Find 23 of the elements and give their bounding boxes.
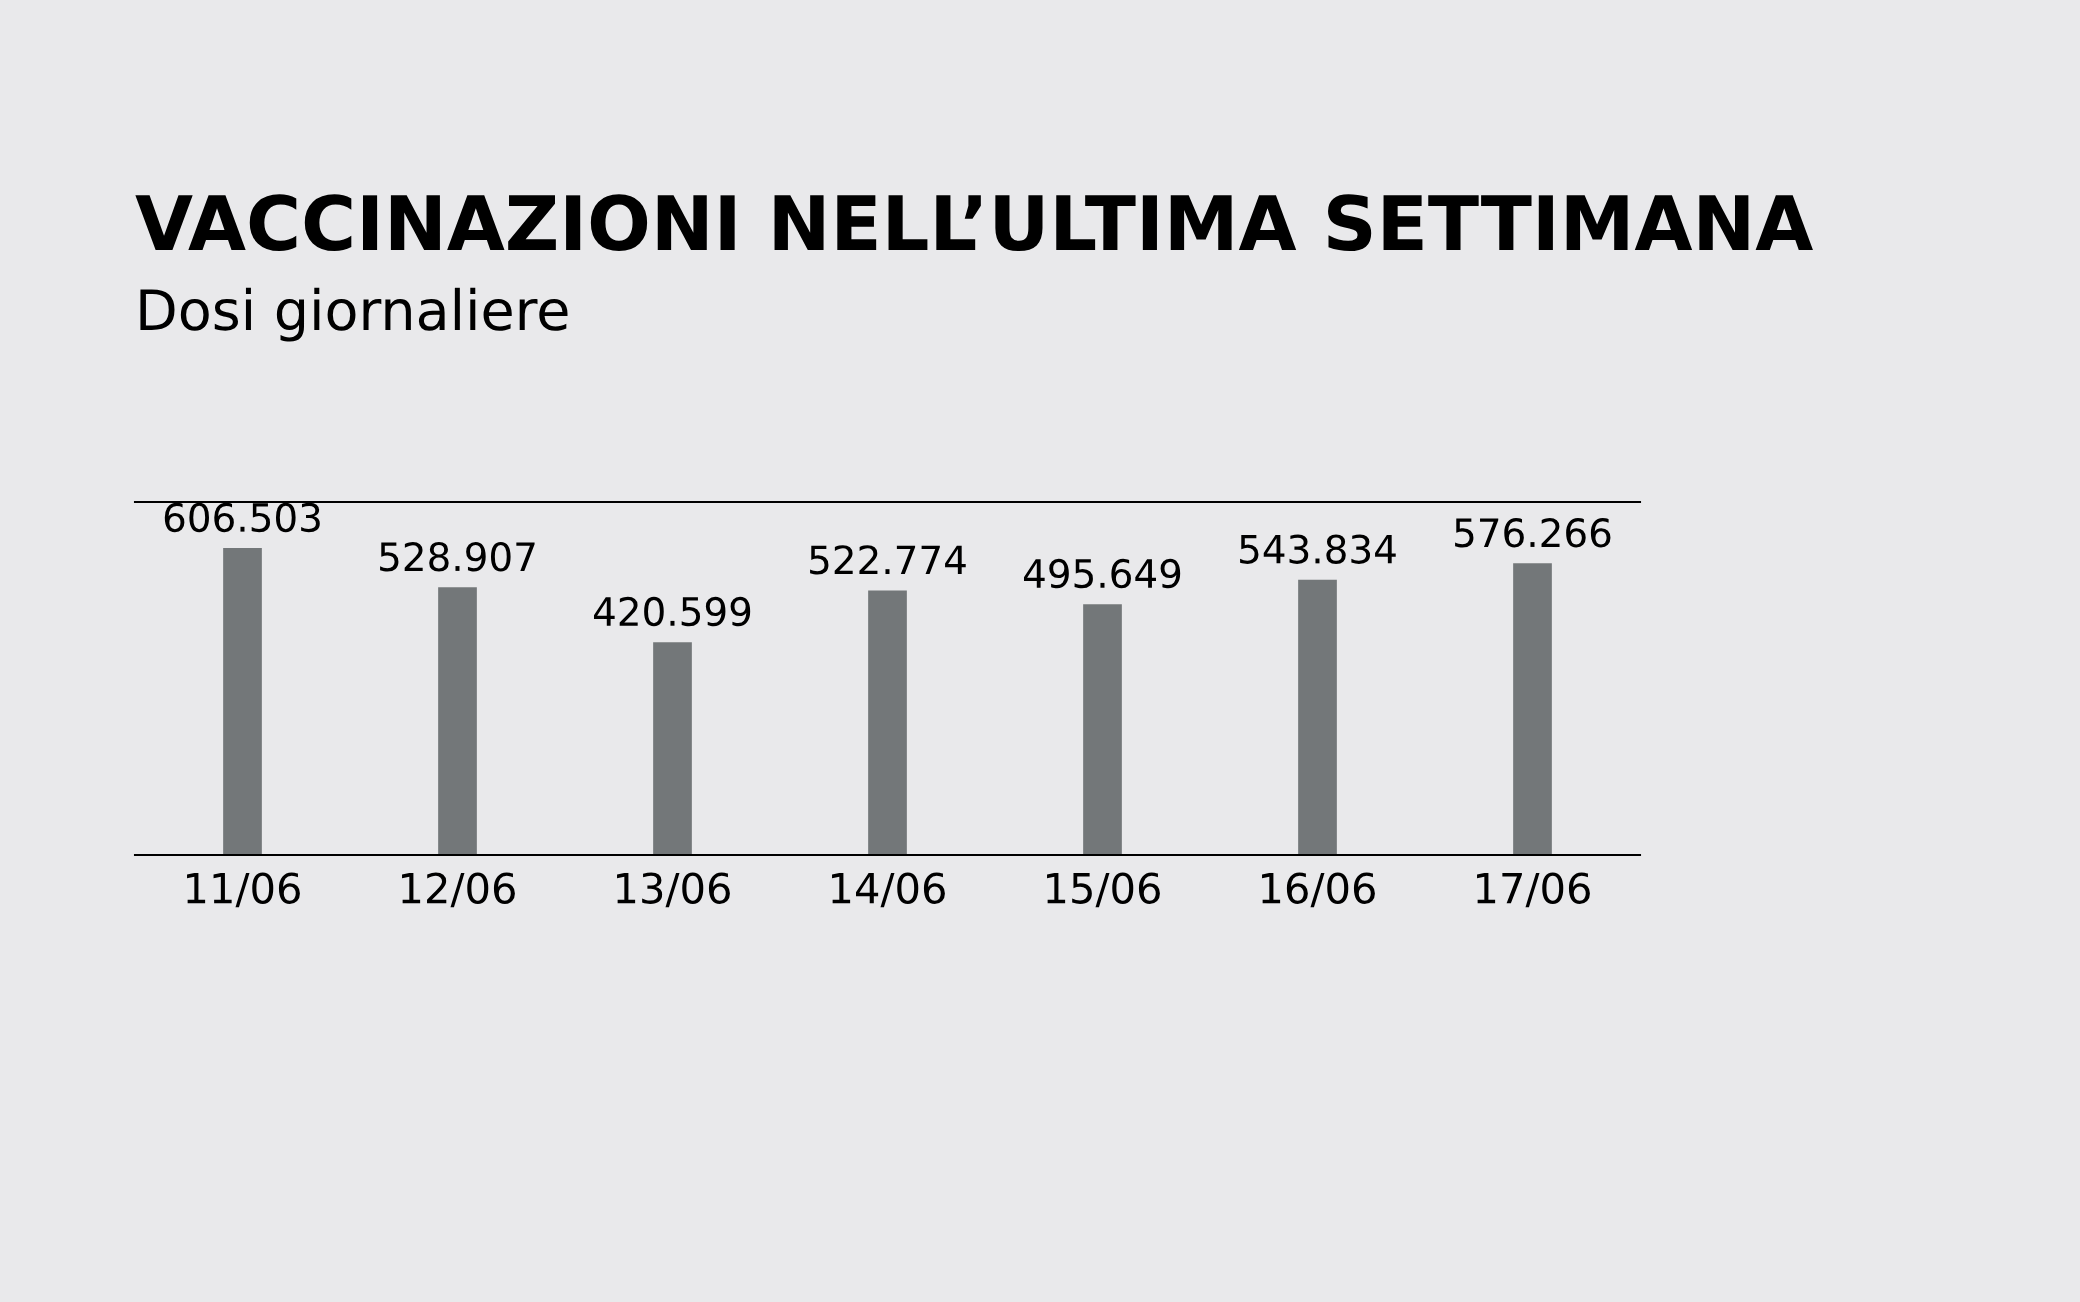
bar	[868, 590, 907, 855]
data-label: 543.834	[1240, 534, 1396, 564]
x-tick-label: 17/06	[1477, 872, 1590, 908]
data-label: 528.907	[380, 542, 535, 572]
bar	[1083, 604, 1122, 855]
x-tick-label: 12/06	[402, 872, 515, 908]
x-tick-label: 16/06	[1262, 872, 1375, 908]
chart-subtitle: Dosi giornaliere	[140, 287, 568, 342]
bar	[438, 587, 477, 855]
chart-title: VACCINAZIONI NELL’ULTIMA SETTIMANA	[135, 194, 1813, 252]
data-label: 495.649	[1023, 558, 1181, 589]
bar	[1513, 563, 1552, 855]
x-tick-label: 15/06	[1047, 872, 1160, 908]
x-tick-label: 14/06	[832, 872, 945, 908]
data-label: 576.266	[1455, 518, 1611, 548]
bar	[1298, 579, 1337, 855]
bar	[653, 642, 692, 855]
x-tick-label: 11/06	[187, 872, 300, 908]
bar	[223, 548, 262, 855]
x-tick-label: 13/06	[617, 872, 730, 908]
data-label: 522.774	[810, 545, 966, 575]
data-label: 420.599	[593, 596, 751, 627]
data-label: 606.503	[164, 502, 320, 533]
